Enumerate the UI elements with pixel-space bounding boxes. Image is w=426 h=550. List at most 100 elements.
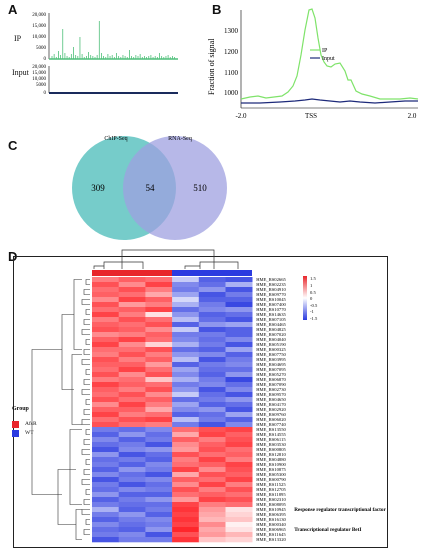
- panel-letter-d: D: [8, 249, 18, 264]
- heatmap-cell: [198, 317, 226, 323]
- row-label: HME_RS03530: [256, 442, 286, 447]
- heatmap-cell: [225, 372, 253, 378]
- heatmap-cell: [118, 337, 146, 343]
- input-ytick: 10,000: [32, 77, 46, 82]
- heatmap-cell: [172, 432, 200, 438]
- dendrogram-branch: [57, 469, 76, 525]
- heatmap-cell: [92, 517, 119, 523]
- row-label: HME_RS07105: [256, 317, 286, 322]
- heatmap-cell: [118, 517, 146, 523]
- heatmap-cell: [198, 397, 226, 403]
- heatmap-cell: [118, 367, 146, 373]
- row-label: HME_RS11895: [256, 492, 286, 497]
- heatmap-cell: [198, 407, 226, 413]
- panel-letter-b: B: [212, 2, 222, 17]
- heatmap-cell: [145, 397, 173, 403]
- heatmap-cell: [145, 352, 173, 358]
- heatmap-cell: [118, 537, 146, 543]
- heatmap-cell: [225, 442, 253, 448]
- heatmap-cell: [118, 342, 146, 348]
- heatmap-cell: [92, 477, 119, 483]
- heatmap-cell: [118, 472, 146, 478]
- heatmap-cell: [225, 307, 253, 313]
- row-label: HME_RS07020: [256, 332, 286, 337]
- heatmap-cell: [172, 392, 200, 398]
- venn-label-rnaseq: RNA-Seq: [168, 136, 192, 142]
- dendrogram-branch: [81, 479, 90, 485]
- heatmap-cell: [172, 307, 200, 313]
- heatmap-cell: [225, 402, 253, 408]
- heatmap-cell: [172, 382, 200, 388]
- heatmap-cell: [92, 502, 119, 508]
- heatmap-cell: [172, 302, 200, 308]
- profile-ytick: 1300: [224, 27, 239, 35]
- heatmap-cell: [92, 462, 119, 468]
- heatmap-cell: [118, 492, 146, 498]
- heatmap-cell: [118, 327, 146, 333]
- heatmap-cell: [92, 337, 119, 343]
- heatmap-cell: [225, 432, 253, 438]
- heatmap-cell: [172, 507, 200, 513]
- heatmap-cell: [198, 277, 226, 283]
- heatmap-cell: [198, 402, 226, 408]
- legend-ip: IP: [322, 48, 328, 54]
- heatmap-cell: [172, 342, 200, 348]
- dendrogram-branch: [81, 329, 90, 335]
- row-label: HME_RS12705: [256, 487, 286, 492]
- heatmap-cell: [118, 362, 146, 368]
- heatmap-cell: [118, 417, 146, 423]
- heatmap-cell: [92, 377, 119, 383]
- group-bar-afsr: [92, 270, 172, 276]
- heatmap-cell: [225, 322, 253, 328]
- heatmap-cell: [145, 532, 173, 538]
- heatmap-cell: [198, 362, 226, 368]
- heatmap-cell: [198, 527, 226, 533]
- group-legend-wt: WT: [12, 424, 34, 442]
- heatmap-cell: [198, 297, 226, 303]
- heatmap-cell: [225, 352, 253, 358]
- heatmap-cell: [118, 377, 146, 383]
- heatmap-cell: [172, 337, 200, 343]
- heatmap-cell: [198, 367, 226, 373]
- heatmap-cell: [172, 417, 200, 423]
- row-label: HME_RS08095: [256, 502, 286, 507]
- row-dendrogram: [31, 279, 90, 540]
- heatmap-cell: [145, 432, 173, 438]
- heatmap-cell: [172, 497, 200, 503]
- heatmap-cell: [198, 437, 226, 443]
- heatmap-cell: [145, 447, 173, 453]
- heatmap-cell: [225, 507, 253, 513]
- row-label: HME_RS16130: [256, 517, 286, 522]
- heatmap-cell: [145, 312, 173, 318]
- heatmap-cell: [225, 502, 253, 508]
- heatmap-cell: [118, 447, 146, 453]
- heatmap-cell: [145, 527, 173, 533]
- heatmap-frame: [13, 256, 388, 548]
- heatmap-cell: [118, 477, 146, 483]
- dendrogram-branch: [85, 279, 90, 285]
- heatmap-cell: [172, 447, 200, 453]
- heatmap-cell: [118, 407, 146, 413]
- heatmap-cell: [92, 437, 119, 443]
- heatmap-cell: [225, 462, 253, 468]
- input-ytick: 5000: [36, 83, 47, 88]
- heatmap-cell: [145, 462, 173, 468]
- dendrogram-branch: [83, 439, 90, 445]
- row-label: HME_RS00805: [256, 447, 286, 452]
- heatmap-cell: [92, 317, 119, 323]
- heatmap-cell: [172, 472, 200, 478]
- heatmap-cell: [225, 367, 253, 373]
- heatmap-cell: [198, 292, 226, 298]
- heatmap-cell: [198, 387, 226, 393]
- row-label: HME_RS02665: [256, 277, 286, 282]
- heatmap-cell: [118, 397, 146, 403]
- heatmap-cell: [92, 357, 119, 363]
- heatmap-cell: [225, 452, 253, 458]
- heatmap-cell: [198, 457, 226, 463]
- heatmap-cells: [92, 277, 253, 543]
- heatmap-cell: [145, 407, 173, 413]
- colorbar-tick: 1.5: [310, 276, 316, 281]
- heatmap-cell: [92, 442, 119, 448]
- heatmap-cell: [198, 412, 226, 418]
- heatmap-cell: [172, 407, 200, 413]
